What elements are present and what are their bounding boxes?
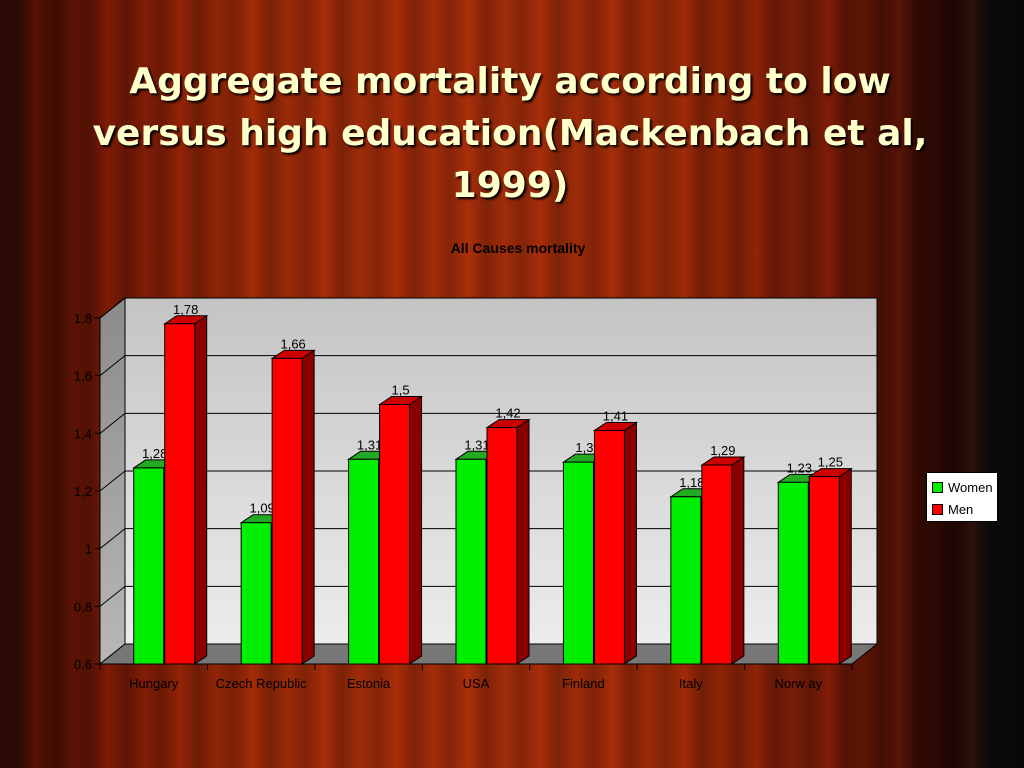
bar-front (486, 427, 518, 665)
data-label-men-1: 1,66 (280, 336, 305, 351)
slide-title-line-2: versus high education(Mackenbach et al, (92, 113, 928, 154)
data-label-women-5: 1,18 (679, 475, 704, 490)
y-axis: 0,6 0,8 1 1,2 1,4 1,6 1,8 (74, 311, 101, 672)
y-tick-label: 1,4 (74, 426, 92, 441)
slide-title: Aggregate mortality according to low ver… (60, 56, 960, 212)
data-label-women-2: 1,31 (357, 437, 382, 452)
bar-front (240, 522, 272, 665)
bar-men-6 (807, 467, 853, 665)
data-label-women-4: 1,3 (575, 440, 593, 455)
bar-men-4 (592, 421, 639, 665)
gridline-side (99, 585, 126, 607)
data-label-women-0: 1,28 (142, 446, 167, 461)
bar-front (455, 458, 487, 665)
y-tick-label: 1,6 (74, 369, 92, 384)
bar-front (133, 467, 165, 665)
bar-side (194, 314, 208, 665)
legend-label-men: Men (948, 501, 974, 517)
bar-front (593, 429, 625, 665)
legend-item-men: Men (932, 501, 973, 517)
gridline-side (99, 355, 126, 377)
legend-swatch-men (932, 503, 943, 515)
bar-front (164, 323, 196, 665)
y-tick-label: 1,8 (74, 311, 92, 326)
bar-front (271, 357, 303, 665)
data-label-men-3: 1,42 (495, 406, 520, 421)
x-tick-label: Czech Republic (216, 676, 308, 691)
bar-side (301, 349, 315, 665)
y-tick-label: 1,2 (74, 484, 92, 499)
bar-men-5 (700, 456, 746, 665)
bar-front (348, 458, 380, 665)
bar-men-1 (270, 349, 316, 665)
bar-men-2 (377, 395, 424, 665)
x-tick-label: USA (463, 676, 490, 691)
bar-front (808, 476, 840, 665)
y-tick-label: 1 (85, 542, 92, 557)
legend-swatch-women (932, 481, 943, 493)
x-axis: Hungary Czech Republic Estonia USA Finland It… (99, 663, 853, 691)
legend: Women Men (926, 472, 998, 522)
legend-item-women: Women (932, 479, 993, 495)
bar-side (838, 467, 852, 665)
bar-front (670, 496, 702, 665)
data-label-men-5: 1,29 (710, 443, 735, 458)
x-tick-label: Finland (562, 676, 605, 691)
bar-front (562, 461, 594, 665)
data-label-men-6: 1,25 (818, 455, 843, 470)
gridline-side (99, 528, 126, 550)
legend-label-women: Women (948, 479, 993, 495)
bar-men-0 (163, 314, 209, 665)
gridline-side (99, 412, 126, 434)
x-tick-label: Estonia (347, 676, 391, 691)
x-tick-label: Hungary (129, 676, 179, 691)
slide-title-line-1: Aggregate mortality according to low (129, 61, 891, 102)
x-tick-label: Norw ay (774, 676, 822, 691)
bar-side (516, 418, 530, 665)
data-label-women-6: 1,23 (787, 460, 812, 475)
data-label-men-4: 1,41 (603, 408, 628, 423)
data-label-women-3: 1,31 (464, 437, 489, 452)
gridline-side (99, 470, 126, 492)
bar-men-3 (485, 418, 531, 665)
bar-front (777, 481, 809, 665)
x-tick-label: Italy (679, 676, 703, 691)
slide-title-line-3: 1999) (451, 165, 569, 206)
data-label-men-2: 1,5 (392, 383, 410, 398)
y-tick-label: 0,6 (74, 657, 92, 672)
gridline-side (99, 297, 126, 319)
bar-front (701, 464, 733, 665)
chart-title: All Causes mortality (451, 240, 586, 256)
bar-front (379, 404, 411, 665)
bar-side (731, 456, 745, 665)
y-tick-label: 0,8 (74, 599, 92, 614)
bars: 1,28 1,78 1,09 1,66 1,31 1,5 1,31 1,42 1,3 1,41 1,… (132, 302, 853, 665)
data-label-men-0: 1,78 (173, 302, 198, 317)
bar-side (623, 421, 637, 665)
bar-side (409, 395, 423, 665)
data-label-women-1: 1,09 (249, 501, 274, 516)
